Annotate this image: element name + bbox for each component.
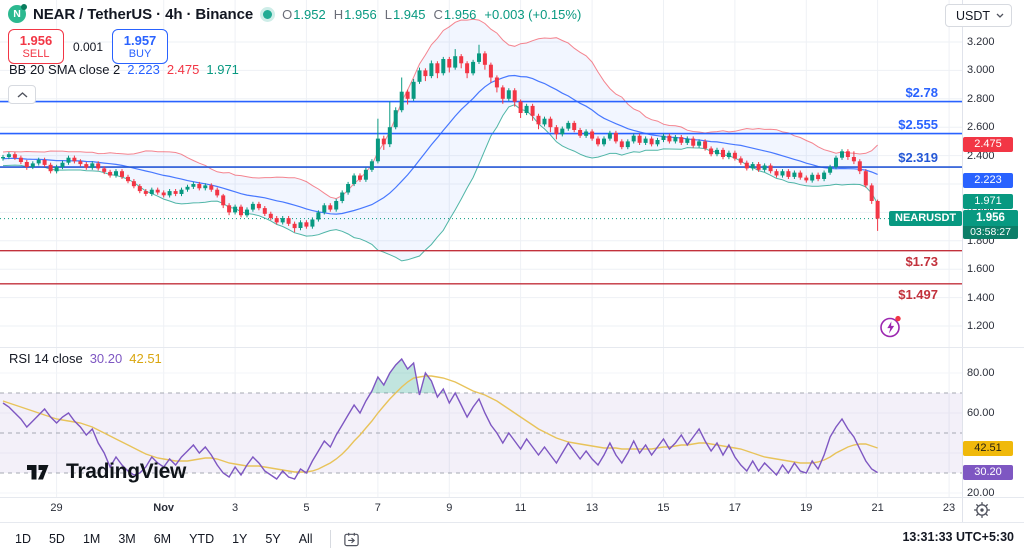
bb-upper-value: 2.475 [166,62,200,77]
time-axis-label: 15 [657,502,670,514]
chevron-down-icon [996,13,1004,18]
time-axis-label: 7 [374,502,381,514]
axis-settings-button[interactable] [973,501,991,519]
sell-price: 1.956 [19,33,53,48]
price-axis-label: 3.200 [967,36,995,48]
sell-button[interactable]: 1.956 SELL [8,29,64,64]
change-value: +0.003 (+0.15%) [484,6,582,22]
rsi-axis-label: 20.00 [967,487,995,499]
range-button-ytd[interactable]: YTD [189,532,215,546]
time-axis-label: 21 [871,502,884,514]
rsi-pane[interactable] [0,347,962,497]
ohlc-values: O1.952 H1.956 L1.945 C1.956 +0.003 (+0.1… [282,7,581,22]
collapse-pane-button[interactable] [8,85,36,104]
bar-countdown: 03:58:27 [963,226,1018,239]
range-button-3m[interactable]: 3M [118,532,136,546]
near-logo-icon: N [8,4,27,23]
symbol-header: N NEAR / TetherUS · 4h · Binance O1.952 … [8,3,581,25]
bb-lower-value: 1.971 [206,62,239,77]
open-value: O1.952 [282,6,326,22]
toolbar-divider [329,530,331,548]
calendar-icon [344,532,359,546]
time-axis-label: 5 [303,502,310,514]
last-price-value: 1.956 [963,210,1018,226]
range-button-1d[interactable]: 1D [15,532,31,546]
range-button-5d[interactable]: 5D [48,532,65,546]
time-axis-label: Nov [153,502,175,514]
close-value: C1.956 [433,6,477,22]
time-axis-label: 3 [231,502,239,514]
flash-boost-button[interactable] [878,314,903,339]
time-axis[interactable]: 29 Nov 3 5 7 9 11 13 15 17 19 21 23 [0,497,962,522]
rsi-ma-axis-tag: 42.51 [963,441,1013,456]
lightning-icon [880,315,901,338]
range-button-6m[interactable]: 6M [153,532,172,546]
buy-button[interactable]: 1.957 BUY [112,29,169,64]
pane-divider[interactable] [0,347,1024,348]
rsi-axis-label: 60.00 [967,407,995,419]
time-axis-label: 19 [800,502,813,514]
session-clock[interactable]: 13:31:33 UTC+5:30 [902,530,1014,544]
time-axis-label: 29 [50,502,63,514]
price-axis-label: 2.400 [967,149,995,162]
bb-basis-value: 2.223 [127,62,160,77]
rsi-value: 30.20 [89,351,123,366]
time-axis-label: 13 [585,502,599,514]
time-axis-label: 11 [514,502,527,514]
bb-indicator-legend[interactable]: BB 20 SMA close 2 2.223 2.475 1.971 [9,62,239,77]
currency-label: USDT [955,8,990,23]
price-axis-label: 3.000 [967,64,995,77]
bb-basis-axis-tag: 2.223 [963,173,1013,188]
high-value: H1.956 [333,6,377,22]
low-value: L1.945 [384,6,426,22]
price-axis-separator [962,0,963,522]
gear-icon [974,502,990,518]
time-axis-label: 17 [728,502,741,514]
rsi-axis-tag: 30.20 [963,465,1013,480]
go-to-date-button[interactable] [339,527,365,551]
range-button-1y[interactable]: 1Y [232,532,248,546]
currency-selector-button[interactable]: USDT [944,4,1012,27]
watermark-text: TradingView [66,460,187,483]
chevron-up-icon [17,91,27,98]
bb-legend-title: BB 20 SMA close 2 [9,62,121,77]
price-axis-label: 1.200 [967,320,995,332]
order-panel: 1.956 SELL 0.001 1.957 BUY [8,29,169,64]
time-axis-label: 23 [942,502,956,514]
spread-value: 0.001 [73,39,104,54]
toolbar-separator [0,522,1024,523]
rsi-indicator-legend[interactable]: RSI 14 close 30.20 42.51 [9,351,162,366]
time-axis-separator [0,497,1024,498]
rsi-legend-title: RSI 14 close [9,351,83,366]
price-axis-label: 2.800 [967,92,995,105]
date-range-buttons: 1D 5D 1M 3M 6M YTD 1Y 5Y All [6,530,322,548]
bb-upper-axis-tag: 2.475 [963,137,1013,152]
range-button-1m[interactable]: 1M [82,532,101,546]
price-axis-label: 1.600 [967,263,995,276]
time-axis-label: 9 [446,502,453,514]
tradingview-watermark[interactable]: TradingView [26,460,186,484]
bb-lower-axis-tag: 1.971 [963,194,1013,209]
symbol-title[interactable]: NEAR / TetherUS · 4h · Binance [33,5,254,23]
buy-price: 1.957 [123,33,157,48]
range-button-5y[interactable]: 5Y [265,532,281,546]
rsi-ma-value: 42.51 [129,351,162,366]
rsi-axis-label: 80.00 [967,367,995,379]
market-status-icon[interactable] [263,9,273,19]
last-price-axis-tag: 1.956 03:58:27 [963,210,1018,239]
range-button-all[interactable]: All [298,532,313,546]
price-axis-label: 1.400 [967,291,995,304]
symbol-price-tag: NEARUSDT [889,211,963,226]
bottom-toolbar: 1D 5D 1M 3M 6M YTD 1Y 5Y All 13:31:33 UTC+5:30 [0,523,1024,555]
tradingview-logo-icon [27,464,49,479]
price-axis-label: 2.600 [967,121,995,134]
